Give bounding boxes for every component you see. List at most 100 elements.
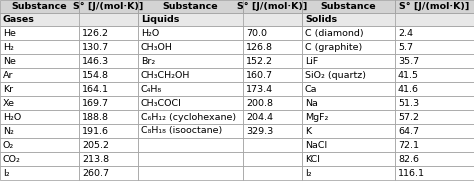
Bar bbox=[79, 110, 138, 124]
Text: 205.2: 205.2 bbox=[82, 140, 109, 149]
Text: 164.1: 164.1 bbox=[82, 85, 109, 94]
Text: Xe: Xe bbox=[3, 99, 15, 108]
Text: CO₂: CO₂ bbox=[3, 154, 21, 163]
Bar bbox=[138, 124, 243, 138]
Text: Substance: Substance bbox=[163, 2, 219, 11]
Text: Substance: Substance bbox=[321, 2, 376, 11]
Text: 200.8: 200.8 bbox=[246, 99, 273, 108]
Bar bbox=[243, 138, 302, 152]
Bar bbox=[138, 68, 243, 82]
Bar bbox=[0, 13, 138, 26]
Bar bbox=[395, 0, 474, 13]
Text: He: He bbox=[3, 28, 16, 38]
Bar bbox=[395, 96, 474, 110]
Text: 51.3: 51.3 bbox=[398, 99, 419, 108]
Text: S° [J/(mol·K)]: S° [J/(mol·K)] bbox=[399, 2, 470, 11]
Bar bbox=[395, 26, 474, 40]
Text: Solids: Solids bbox=[305, 15, 337, 24]
Text: Liquids: Liquids bbox=[141, 15, 179, 24]
Text: Ne: Ne bbox=[3, 56, 16, 65]
Text: MgF₂: MgF₂ bbox=[305, 113, 328, 122]
Text: LiF: LiF bbox=[305, 56, 318, 65]
Text: H₂O: H₂O bbox=[141, 28, 159, 38]
Bar bbox=[79, 152, 138, 166]
Bar bbox=[243, 26, 302, 40]
Bar bbox=[79, 26, 138, 40]
Text: C₆H₁₂ (cyclohexane): C₆H₁₂ (cyclohexane) bbox=[141, 113, 236, 122]
Bar bbox=[138, 166, 243, 180]
Bar bbox=[79, 138, 138, 152]
Bar bbox=[395, 40, 474, 54]
Bar bbox=[302, 138, 395, 152]
Text: O₂: O₂ bbox=[3, 140, 14, 149]
Text: 82.6: 82.6 bbox=[398, 154, 419, 163]
Bar bbox=[243, 40, 302, 54]
Text: 152.2: 152.2 bbox=[246, 56, 273, 65]
Bar bbox=[302, 0, 395, 13]
Bar bbox=[138, 82, 243, 96]
Bar bbox=[0, 166, 79, 180]
Bar bbox=[395, 13, 474, 26]
Bar bbox=[0, 40, 79, 54]
Text: 169.7: 169.7 bbox=[82, 99, 109, 108]
Bar bbox=[302, 166, 395, 180]
Text: 260.7: 260.7 bbox=[82, 168, 109, 177]
Bar bbox=[138, 0, 243, 13]
Bar bbox=[79, 13, 138, 26]
Text: 116.1: 116.1 bbox=[398, 168, 425, 177]
Bar bbox=[79, 124, 138, 138]
Text: 126.2: 126.2 bbox=[82, 28, 109, 38]
Bar bbox=[79, 0, 138, 13]
Text: N₂: N₂ bbox=[3, 126, 14, 136]
Text: 2.4: 2.4 bbox=[398, 28, 413, 38]
Bar bbox=[0, 138, 79, 152]
Bar bbox=[395, 166, 474, 180]
Bar bbox=[302, 40, 395, 54]
Text: H₂O: H₂O bbox=[3, 113, 21, 122]
Bar bbox=[395, 54, 474, 68]
Bar bbox=[243, 54, 302, 68]
Text: SiO₂ (quartz): SiO₂ (quartz) bbox=[305, 70, 366, 79]
Bar bbox=[243, 124, 302, 138]
Text: KCl: KCl bbox=[305, 154, 320, 163]
Bar bbox=[79, 68, 138, 82]
Text: 35.7: 35.7 bbox=[398, 56, 419, 65]
Text: 70.0: 70.0 bbox=[246, 28, 267, 38]
Text: CH₃COCl: CH₃COCl bbox=[141, 99, 182, 108]
Bar bbox=[138, 26, 243, 40]
Text: 72.1: 72.1 bbox=[398, 140, 419, 149]
Text: 329.3: 329.3 bbox=[246, 126, 273, 136]
Bar bbox=[395, 124, 474, 138]
Bar bbox=[302, 152, 395, 166]
Bar bbox=[0, 26, 79, 40]
Bar bbox=[243, 166, 302, 180]
Text: 5.7: 5.7 bbox=[398, 42, 413, 51]
Text: Ar: Ar bbox=[3, 70, 13, 79]
Text: 41.6: 41.6 bbox=[398, 85, 419, 94]
Bar bbox=[395, 138, 474, 152]
Text: 173.4: 173.4 bbox=[246, 85, 273, 94]
Text: 41.5: 41.5 bbox=[398, 70, 419, 79]
Bar bbox=[138, 138, 243, 152]
Text: CH₃OH: CH₃OH bbox=[141, 42, 173, 51]
Bar bbox=[138, 13, 302, 26]
Bar bbox=[302, 82, 395, 96]
Bar bbox=[302, 68, 395, 82]
Bar bbox=[138, 110, 243, 124]
Text: S° [J/(mol·K)]: S° [J/(mol·K)] bbox=[73, 2, 144, 11]
Text: I₂: I₂ bbox=[305, 168, 311, 177]
Bar bbox=[79, 40, 138, 54]
Bar bbox=[138, 40, 243, 54]
Bar bbox=[243, 13, 302, 26]
Bar bbox=[138, 152, 243, 166]
Bar bbox=[243, 0, 302, 13]
Text: 204.4: 204.4 bbox=[246, 113, 273, 122]
Text: 126.8: 126.8 bbox=[246, 42, 273, 51]
Bar bbox=[395, 152, 474, 166]
Bar bbox=[79, 82, 138, 96]
Text: C (graphite): C (graphite) bbox=[305, 42, 362, 51]
Text: CH₃CH₂OH: CH₃CH₂OH bbox=[141, 70, 191, 79]
Bar bbox=[138, 96, 243, 110]
Text: 191.6: 191.6 bbox=[82, 126, 109, 136]
Bar bbox=[79, 166, 138, 180]
